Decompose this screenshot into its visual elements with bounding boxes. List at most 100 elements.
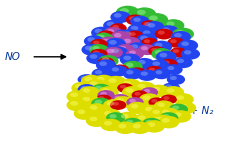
Circle shape [95,95,112,104]
Circle shape [162,27,170,32]
Circle shape [131,104,138,108]
Circle shape [140,28,159,40]
Circle shape [141,38,158,48]
Circle shape [161,95,177,104]
Circle shape [120,37,140,49]
Circle shape [154,43,162,47]
Circle shape [97,30,115,41]
Circle shape [97,57,115,68]
Circle shape [140,20,159,31]
Circle shape [123,39,131,43]
Circle shape [174,112,182,117]
Circle shape [100,32,107,36]
Circle shape [114,33,121,37]
Circle shape [170,110,191,123]
Circle shape [108,78,117,83]
Circle shape [105,38,126,50]
Circle shape [146,120,153,124]
Circle shape [90,54,97,59]
Circle shape [140,36,148,40]
Circle shape [78,74,96,85]
Circle shape [114,96,121,100]
Circle shape [141,87,158,97]
Circle shape [166,21,175,26]
Circle shape [116,6,140,20]
Circle shape [81,76,88,80]
Circle shape [114,13,121,18]
Circle shape [160,53,167,57]
Circle shape [127,31,143,40]
Circle shape [148,97,165,107]
Circle shape [165,84,172,89]
Circle shape [78,84,96,95]
Circle shape [104,111,112,116]
Circle shape [102,39,109,43]
Circle shape [142,118,161,129]
Circle shape [145,13,168,27]
Circle shape [170,76,177,80]
Circle shape [134,58,155,70]
Circle shape [96,59,116,71]
Circle shape [133,7,156,21]
Circle shape [77,109,85,114]
Circle shape [100,92,107,96]
Circle shape [105,76,112,80]
Circle shape [67,99,88,111]
Circle shape [137,84,146,89]
Circle shape [143,30,150,35]
Circle shape [104,27,123,38]
Circle shape [144,120,165,133]
Circle shape [156,51,177,63]
Circle shape [90,39,107,49]
Circle shape [93,51,100,55]
Circle shape [120,29,141,42]
Circle shape [107,101,114,106]
Circle shape [81,86,88,90]
Circle shape [170,39,177,43]
Circle shape [144,39,150,43]
Circle shape [134,82,156,95]
Circle shape [126,88,134,93]
Circle shape [129,99,136,103]
Circle shape [138,44,156,55]
Circle shape [173,93,194,106]
Circle shape [90,49,107,59]
Circle shape [139,93,160,106]
Circle shape [108,65,128,77]
Circle shape [162,83,180,93]
Circle shape [123,56,131,60]
Circle shape [127,102,148,114]
Circle shape [134,92,141,96]
Circle shape [89,117,97,121]
Circle shape [167,37,185,48]
Circle shape [129,50,136,55]
Circle shape [81,44,102,56]
Circle shape [70,92,78,97]
Circle shape [97,35,105,39]
Circle shape [143,95,150,100]
Circle shape [167,66,174,70]
Circle shape [123,81,131,86]
Circle shape [179,104,187,108]
Circle shape [149,108,169,120]
Circle shape [137,10,146,15]
Circle shape [141,46,148,50]
Circle shape [129,67,146,78]
Circle shape [132,90,148,100]
Circle shape [79,86,100,98]
Circle shape [126,63,134,67]
Circle shape [157,103,165,107]
Circle shape [110,11,131,23]
Circle shape [117,83,134,93]
Circle shape [147,122,155,127]
Circle shape [132,69,138,73]
Circle shape [129,16,136,20]
Circle shape [163,96,169,100]
Circle shape [171,31,191,43]
Circle shape [89,44,108,55]
Circle shape [131,44,138,49]
Circle shape [129,122,150,134]
Circle shape [100,109,121,121]
Circle shape [98,37,119,49]
Circle shape [94,100,102,104]
